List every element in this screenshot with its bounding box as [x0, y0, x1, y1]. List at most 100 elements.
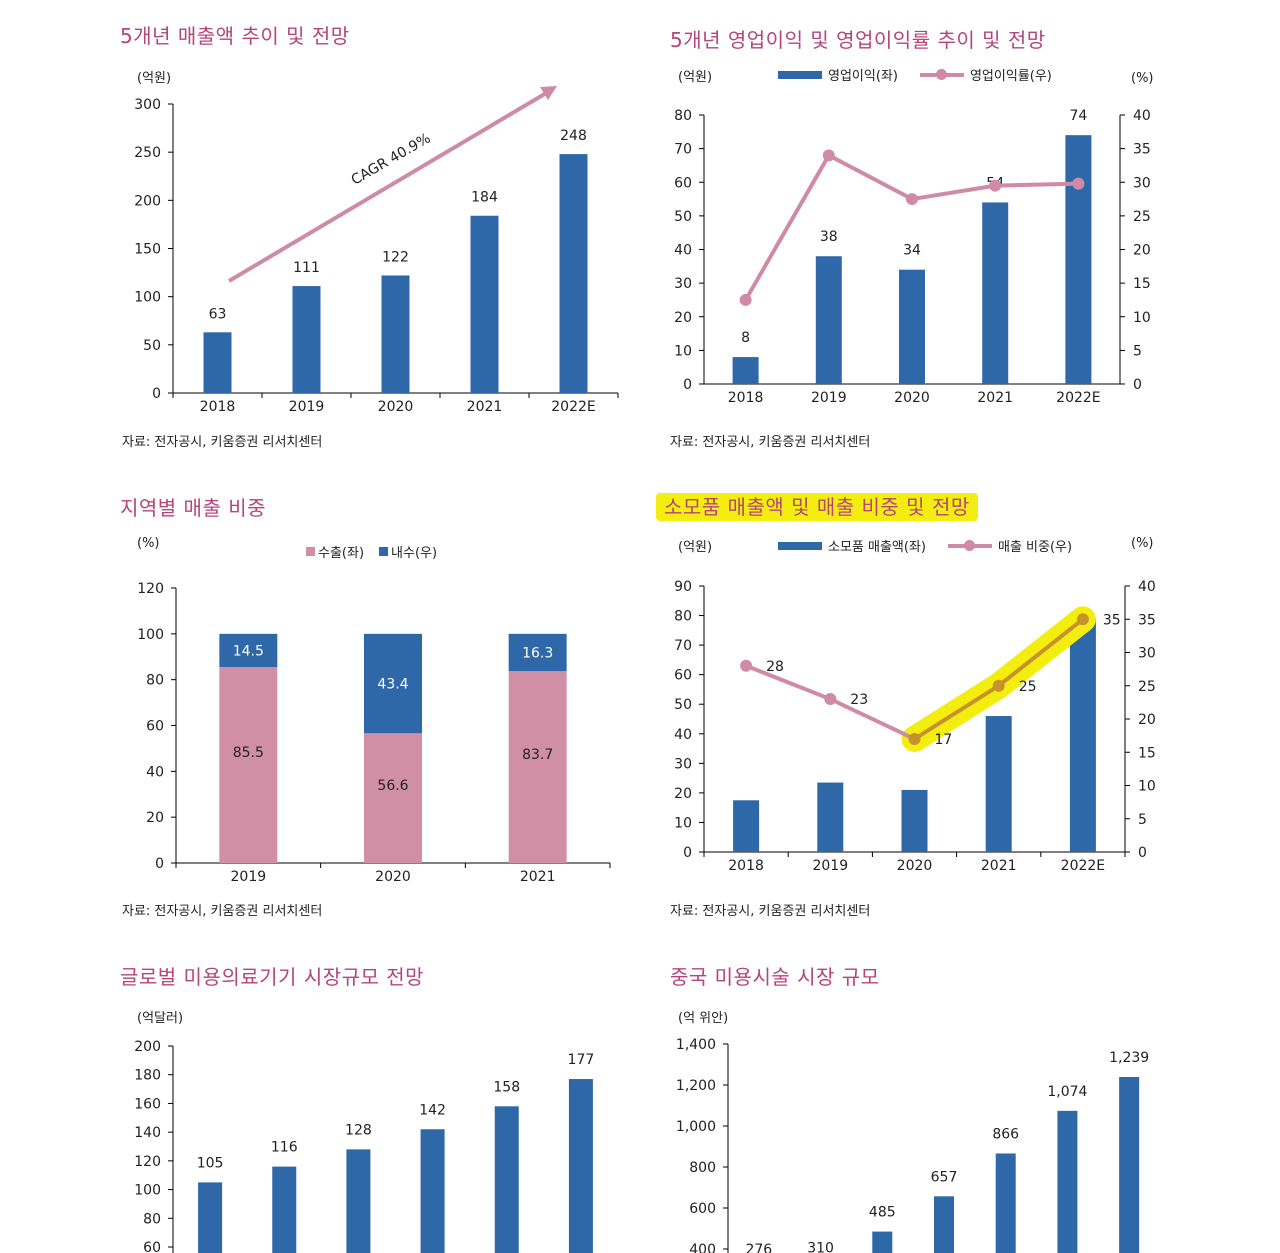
legend-label-op-margin: 영업이익률(우)	[969, 69, 1052, 84]
y2-tick-label: 15	[1138, 745, 1156, 761]
x-tick-label: 2022E	[1056, 390, 1100, 406]
bar	[346, 1149, 371, 1253]
data-label: 17	[935, 732, 953, 748]
chart-title-revenue: 5개년 매출액 추이 및 전망	[120, 24, 350, 48]
x-tick-label: 2018	[200, 399, 236, 415]
data-label: 111	[293, 260, 320, 276]
margin-point	[989, 179, 1002, 192]
y-tick-label: 40	[674, 243, 692, 259]
x-tick-label: 2018	[728, 858, 764, 874]
bar	[934, 1196, 954, 1253]
bar-domestic	[508, 633, 567, 672]
x-tick-label: 2021	[977, 390, 1013, 406]
y-tick-label: 120	[134, 1154, 161, 1170]
legend-label-export: 수출(좌)	[318, 546, 365, 561]
bar	[982, 202, 1009, 384]
bar	[494, 1106, 519, 1253]
legend-swatch-domestic	[379, 547, 389, 556]
y2-tick-label: 40	[1133, 108, 1151, 124]
y2-tick-label: 0	[1133, 377, 1142, 393]
data-label: 177	[568, 1052, 595, 1068]
y2-tick-label: 20	[1138, 712, 1156, 728]
y-tick-label: 300	[134, 97, 161, 113]
source-note-op-profit: 자료: 전자공시, 키움증권 리서치센터	[670, 435, 871, 450]
data-label: 657	[931, 1169, 958, 1185]
x-tick-label: 2020	[894, 390, 930, 406]
unit-label-china-market: (억 위안)	[678, 1011, 729, 1026]
y-tick-label: 140	[134, 1125, 161, 1141]
legend-region: 수출(좌) 내수(우)	[306, 542, 437, 561]
data-label: 310	[807, 1240, 834, 1253]
data-label: 122	[382, 249, 409, 265]
y-tick-label: 800	[689, 1160, 716, 1176]
y2-tick-label: 15	[1133, 276, 1151, 292]
y2-tick-label: 0	[1138, 845, 1147, 861]
y-tick-label: 1,200	[676, 1078, 716, 1094]
highlighted-title: 소모품 매출액 및 매출 비중 및 전망	[656, 493, 978, 521]
y2-tick-label: 35	[1133, 142, 1151, 158]
legend-consumables: 소모품 매출액(좌) 매출 비중(우)	[778, 536, 1072, 555]
x-tick-label: 2020	[897, 858, 933, 874]
bar	[381, 275, 410, 393]
unit-label-region: (%)	[137, 536, 160, 551]
share-point	[992, 679, 1005, 692]
y2-tick-label: 5	[1138, 812, 1147, 828]
y-tick-label: 20	[674, 310, 692, 326]
chart-title-china-market: 중국 미용시술 시장 규모	[670, 965, 880, 989]
unit-label-revenue: (억원)	[137, 71, 172, 86]
data-label: 83.7	[522, 747, 553, 763]
y-tick-label: 250	[134, 145, 161, 161]
x-tick-label: 2019	[812, 858, 848, 874]
bar	[733, 800, 760, 852]
bar	[470, 215, 499, 393]
bar	[995, 1153, 1016, 1253]
bar-export	[364, 733, 422, 863]
data-label: 43.4	[377, 677, 408, 693]
y-tick-label: 100	[134, 1183, 161, 1199]
bar	[203, 332, 232, 393]
x-tick-label: 2022E	[1061, 858, 1105, 874]
cagr-arrow	[227, 90, 550, 283]
bar	[901, 789, 928, 852]
source-note-revenue: 자료: 전자공시, 키움증권 리서치센터	[122, 435, 323, 450]
bar	[568, 1079, 593, 1253]
data-label: 25	[1019, 679, 1037, 695]
data-label: 28	[766, 659, 784, 675]
margin-point	[906, 193, 918, 206]
y-tick-label: 50	[674, 209, 692, 225]
y-tick-label: 400	[689, 1242, 716, 1253]
y-tick-label: 50	[674, 697, 692, 713]
chart-title-global-medical: 글로벌 미용의료기기 시장규모 전망	[120, 965, 425, 989]
x-tick-label: 2020	[378, 399, 414, 415]
y-tick-label: 120	[137, 581, 164, 597]
data-label: 85.5	[233, 745, 264, 761]
y-tick-label: 100	[134, 290, 161, 306]
y-tick-label: 0	[155, 856, 164, 872]
y-tick-label: 1,000	[676, 1119, 716, 1135]
y-tick-label: 10	[674, 343, 692, 359]
share-point	[824, 693, 837, 706]
source-note-region: 자료: 전자공시, 키움증권 리서치센터	[122, 904, 323, 919]
y-tick-label: 20	[146, 810, 164, 826]
y-tick-label: 80	[146, 673, 164, 689]
bar	[1057, 1110, 1078, 1253]
x-tick-label: 2021	[520, 869, 556, 885]
data-label: 14.5	[233, 643, 264, 659]
y2-tick-label: 40	[1138, 579, 1156, 595]
y-tick-label: 20	[674, 786, 692, 802]
bar	[272, 1166, 297, 1253]
y2-tick-label: 30	[1133, 175, 1151, 191]
chart-title-region: 지역별 매출 비중	[120, 496, 267, 520]
data-label: 248	[560, 128, 587, 144]
y2-tick-label: 10	[1138, 779, 1156, 795]
bar	[732, 357, 759, 384]
y-tick-label: 80	[143, 1211, 161, 1227]
data-label: 1,074	[1047, 1084, 1087, 1100]
data-label: 105	[197, 1155, 224, 1171]
data-label: 35	[1103, 612, 1121, 628]
x-tick-label: 2022E	[551, 399, 595, 415]
y-tick-label: 30	[674, 276, 692, 292]
y-tick-label: 60	[674, 175, 692, 191]
unit-label-op-profit-left: (억원)	[678, 70, 713, 85]
